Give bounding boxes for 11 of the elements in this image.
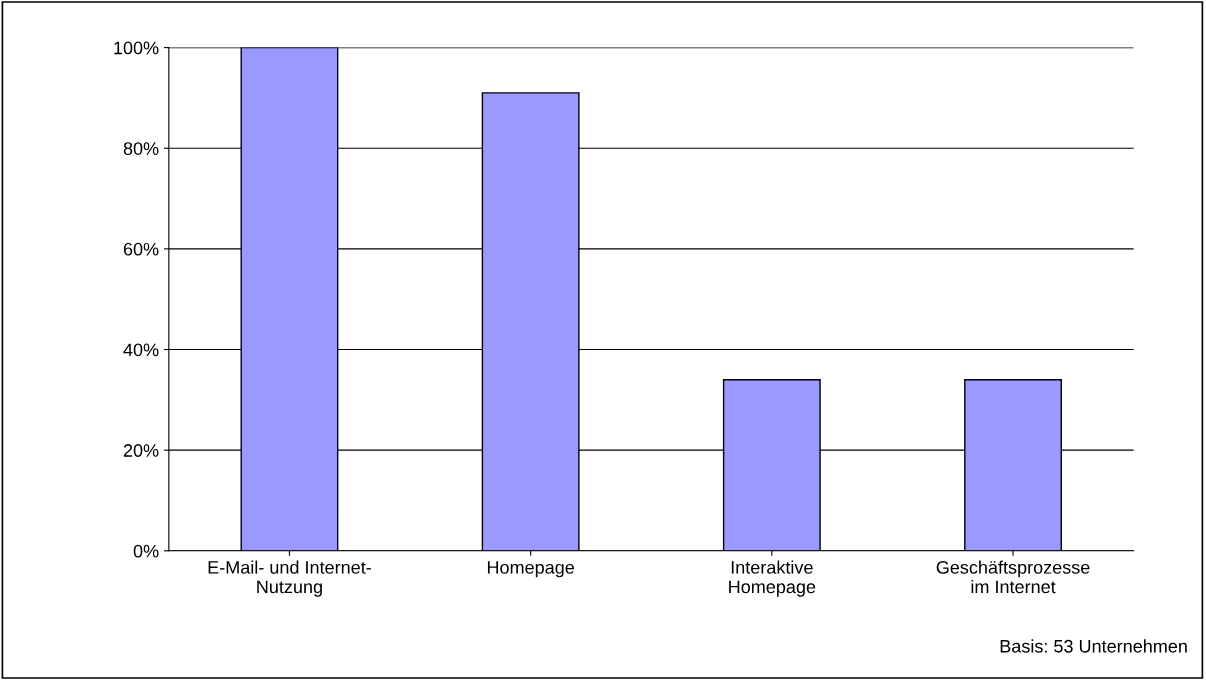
y-tick-label: 0% — [133, 544, 159, 558]
text: Basis: 53 Unternehmen — [1000, 639, 1187, 653]
x-tick-label: Interaktive Homepage — [729, 560, 816, 597]
y-tick-label: 20% — [123, 444, 159, 457]
x-tick-label: Homepage — [487, 561, 575, 578]
x-tick-label: Geschäftsprozesse im Internet — [936, 560, 1090, 594]
x-tick-label: E-Mail- und Internet- Nutzung — [208, 560, 371, 597]
y-tick-label: 60% — [123, 242, 159, 256]
y-tick-label: 100% — [114, 41, 159, 55]
y-tick-label: 80% — [123, 142, 159, 155]
y-tick-label: 40% — [123, 343, 159, 357]
